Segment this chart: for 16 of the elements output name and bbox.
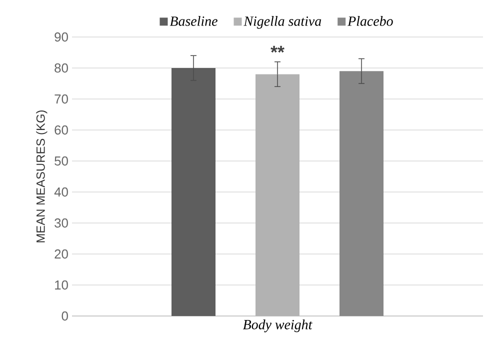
y-tick-label: 70: [54, 94, 68, 104]
legend-label: Nigella sativa: [244, 16, 322, 29]
y-tick-label: 0: [62, 311, 68, 321]
y-tick-label: 50: [54, 156, 68, 166]
y-tick-label: 20: [54, 249, 68, 259]
y-tick-label: 40: [54, 187, 68, 197]
y-tick-label: 90: [54, 32, 68, 42]
annotation: **: [270, 46, 284, 53]
y-axis-title: MEAN MEASURES (KG): [36, 110, 48, 242]
y-tick-label: 30: [54, 218, 68, 228]
y-tick-label: 80: [54, 63, 68, 73]
x-tick-label: Body weight: [242, 320, 312, 332]
y-tick-label: 60: [54, 125, 68, 135]
legend-label: Placebo: [348, 16, 393, 26]
legend-label: Baseline: [170, 16, 218, 26]
y-tick-label: 10: [55, 280, 68, 290]
